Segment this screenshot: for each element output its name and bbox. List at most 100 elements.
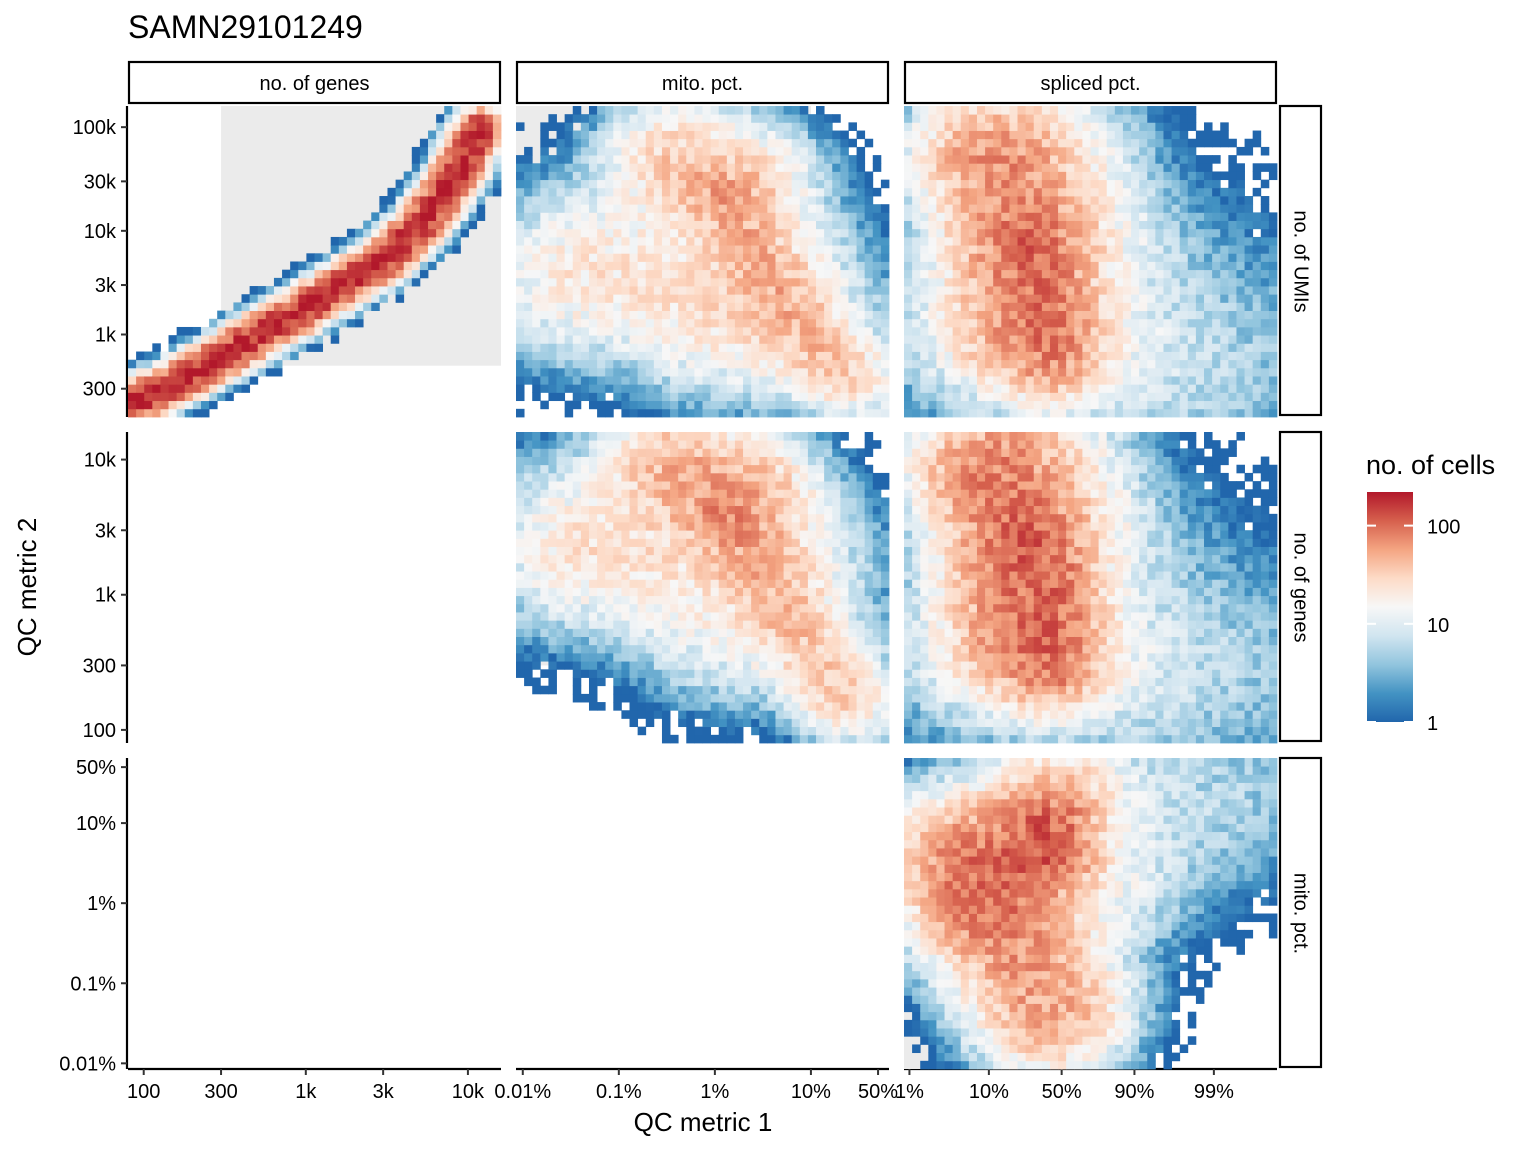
heatmap-cell xyxy=(936,326,945,336)
heatmap-cell xyxy=(1228,367,1237,377)
heatmap-cell xyxy=(629,187,639,197)
heatmap-cell xyxy=(824,400,833,410)
heatmap-cell xyxy=(564,587,574,597)
heatmap-cell xyxy=(734,367,744,377)
heatmap-cell xyxy=(968,196,978,205)
heatmap-cell xyxy=(702,628,712,637)
heatmap-cell xyxy=(1098,106,1108,115)
heatmap-cell xyxy=(1244,138,1254,148)
heatmap-cell xyxy=(718,376,728,385)
row-strip-2: mito. pct. xyxy=(1278,756,1323,1069)
heatmap-cell xyxy=(516,326,525,336)
heatmap-cell xyxy=(912,261,921,271)
heatmap-cell xyxy=(799,351,809,361)
heatmap-cell xyxy=(387,286,396,295)
heatmap-cell xyxy=(572,677,582,687)
heatmap-cell xyxy=(751,726,760,736)
heatmap-cell xyxy=(734,603,744,613)
heatmap-cell xyxy=(637,359,647,369)
heatmap-cell xyxy=(1252,253,1262,262)
heatmap-cell xyxy=(540,146,549,156)
heatmap-cell xyxy=(1098,392,1108,402)
heatmap-cell xyxy=(1025,326,1035,336)
heatmap-cell xyxy=(968,163,978,172)
heatmap-cell xyxy=(702,522,712,531)
heatmap-cell xyxy=(532,448,541,457)
heatmap-cell xyxy=(613,318,622,328)
heatmap-cell xyxy=(856,277,866,287)
heatmap-cell xyxy=(968,155,978,164)
heatmap-cell xyxy=(976,392,986,402)
heatmap-cell xyxy=(872,400,882,410)
heatmap-cell xyxy=(799,277,809,287)
heatmap-cell xyxy=(912,171,921,181)
heatmap-cell xyxy=(751,236,760,246)
heatmap-cell xyxy=(816,277,825,287)
heatmap-cell xyxy=(694,587,703,597)
heatmap-cell xyxy=(856,351,866,361)
heatmap-cell xyxy=(1139,310,1148,320)
heatmap-cell xyxy=(1252,376,1262,385)
heatmap-cell xyxy=(710,294,720,303)
heatmap-cell xyxy=(411,171,421,181)
x-tick-label: 99% xyxy=(1194,1081,1234,1103)
heatmap-cell xyxy=(629,513,639,523)
heatmap-cell xyxy=(775,367,784,377)
heatmap-cell xyxy=(1106,408,1116,418)
heatmap-cell xyxy=(605,359,614,369)
heatmap-cell xyxy=(726,538,736,547)
heatmap-cell xyxy=(1058,138,1067,148)
heatmap-cell xyxy=(200,359,210,369)
heatmap-cell xyxy=(572,130,582,140)
heatmap-cell xyxy=(1228,400,1237,410)
heatmap-cell xyxy=(637,546,647,556)
heatmap-cell xyxy=(355,228,364,238)
heatmap-cell xyxy=(686,603,695,613)
heatmap-cell xyxy=(710,522,720,531)
heatmap-cell xyxy=(556,122,566,131)
heatmap-cell xyxy=(1187,408,1197,418)
heatmap-cell xyxy=(864,376,874,385)
heatmap-cell xyxy=(653,579,663,588)
heatmap-cell xyxy=(516,505,525,515)
heatmap-cell xyxy=(710,408,720,418)
heatmap-cell xyxy=(1179,171,1189,181)
heatmap-cell xyxy=(751,277,760,287)
heatmap-cell xyxy=(532,497,541,507)
heatmap-cell xyxy=(968,228,978,238)
heatmap-cell xyxy=(960,269,970,279)
heatmap-cell xyxy=(621,562,630,572)
heatmap-cell xyxy=(799,220,809,230)
heatmap-cell xyxy=(678,408,687,418)
heatmap-cell xyxy=(767,302,776,311)
heatmap-cell xyxy=(540,587,549,597)
heatmap-cell xyxy=(548,261,557,271)
heatmap-cell xyxy=(516,335,525,344)
heatmap-cell xyxy=(136,351,145,361)
heatmap-cell xyxy=(1212,212,1221,221)
heatmap-cell xyxy=(637,726,647,736)
heatmap-cell xyxy=(1195,384,1205,393)
heatmap-cell xyxy=(1187,294,1197,303)
heatmap-cell xyxy=(661,253,671,262)
heatmap-cell xyxy=(629,212,639,221)
heatmap-cell xyxy=(249,286,259,295)
heatmap-cell xyxy=(637,652,647,662)
heatmap-cell xyxy=(605,335,614,344)
heatmap-cell xyxy=(816,253,825,262)
heatmap-cell xyxy=(580,513,590,523)
heatmap-cell xyxy=(265,326,275,336)
heatmap-cell xyxy=(1236,318,1245,328)
heatmap-cell xyxy=(524,220,533,230)
heatmap-cell xyxy=(540,179,549,189)
heatmap-cell xyxy=(751,636,760,646)
heatmap-cell xyxy=(588,481,598,490)
heatmap-cell xyxy=(775,343,784,352)
heatmap-cell xyxy=(653,661,663,670)
heatmap-cell xyxy=(1017,253,1027,262)
heatmap-cell xyxy=(346,310,356,320)
heatmap-cell xyxy=(912,220,921,230)
heatmap-cell xyxy=(233,351,242,361)
heatmap-cell xyxy=(1025,138,1035,148)
heatmap-cell xyxy=(1033,253,1043,262)
